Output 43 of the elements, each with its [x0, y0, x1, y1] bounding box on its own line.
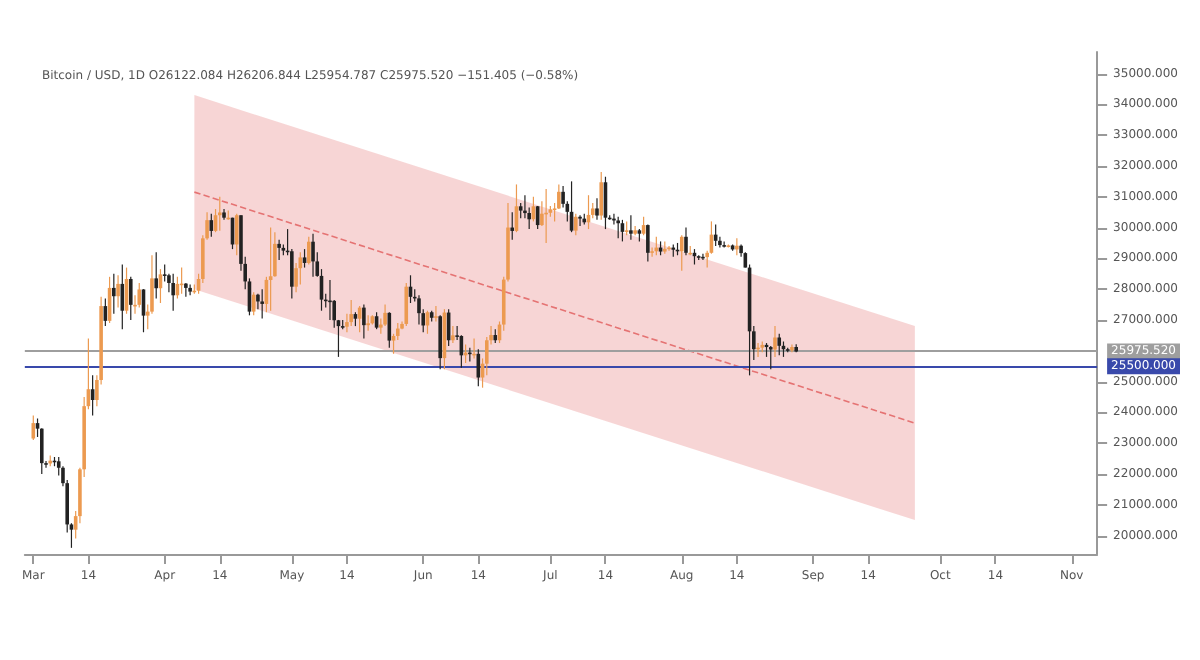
candlestick: [599, 171, 604, 221]
candlestick: [349, 299, 353, 327]
candlestick: [362, 303, 366, 340]
candlestick: [112, 273, 116, 315]
candlestick: [633, 225, 637, 236]
candlestick: [438, 314, 442, 370]
candlestick: [306, 236, 311, 266]
candlestick: [260, 288, 264, 319]
candlestick: [510, 211, 515, 241]
candlestick: [311, 233, 315, 278]
candlestick: [684, 226, 688, 256]
candlestick: [128, 276, 133, 321]
candlestick: [31, 414, 36, 441]
candlestick: [154, 251, 159, 299]
candlestick: [268, 226, 273, 312]
candlestick: [366, 314, 370, 332]
candlestick: [184, 282, 188, 298]
candlestick: [595, 197, 599, 221]
candlestick: [434, 305, 438, 323]
candlestick: [188, 283, 192, 296]
candlestick: [629, 214, 633, 241]
candlestick: [616, 216, 620, 239]
candlestick: [735, 237, 739, 256]
candlestick: [574, 213, 578, 236]
candlestick: [404, 282, 409, 327]
candlestick: [234, 213, 239, 256]
candlestick: [417, 294, 421, 326]
candlestick: [773, 325, 777, 358]
candlestick: [116, 274, 120, 309]
candlestick: [777, 333, 782, 356]
candlestick: [679, 234, 684, 272]
candlestick: [578, 214, 582, 227]
candlestick: [646, 223, 650, 263]
candlestick: [451, 325, 455, 344]
candlestick: [171, 273, 175, 312]
candlestick: [277, 239, 281, 261]
candlestick: [383, 303, 387, 327]
candlestick: [137, 282, 142, 309]
candlestick: [768, 345, 773, 370]
candlestick: [722, 240, 726, 249]
candlestick: [217, 196, 222, 232]
candlestick: [302, 248, 307, 269]
candlestick: [256, 293, 260, 310]
